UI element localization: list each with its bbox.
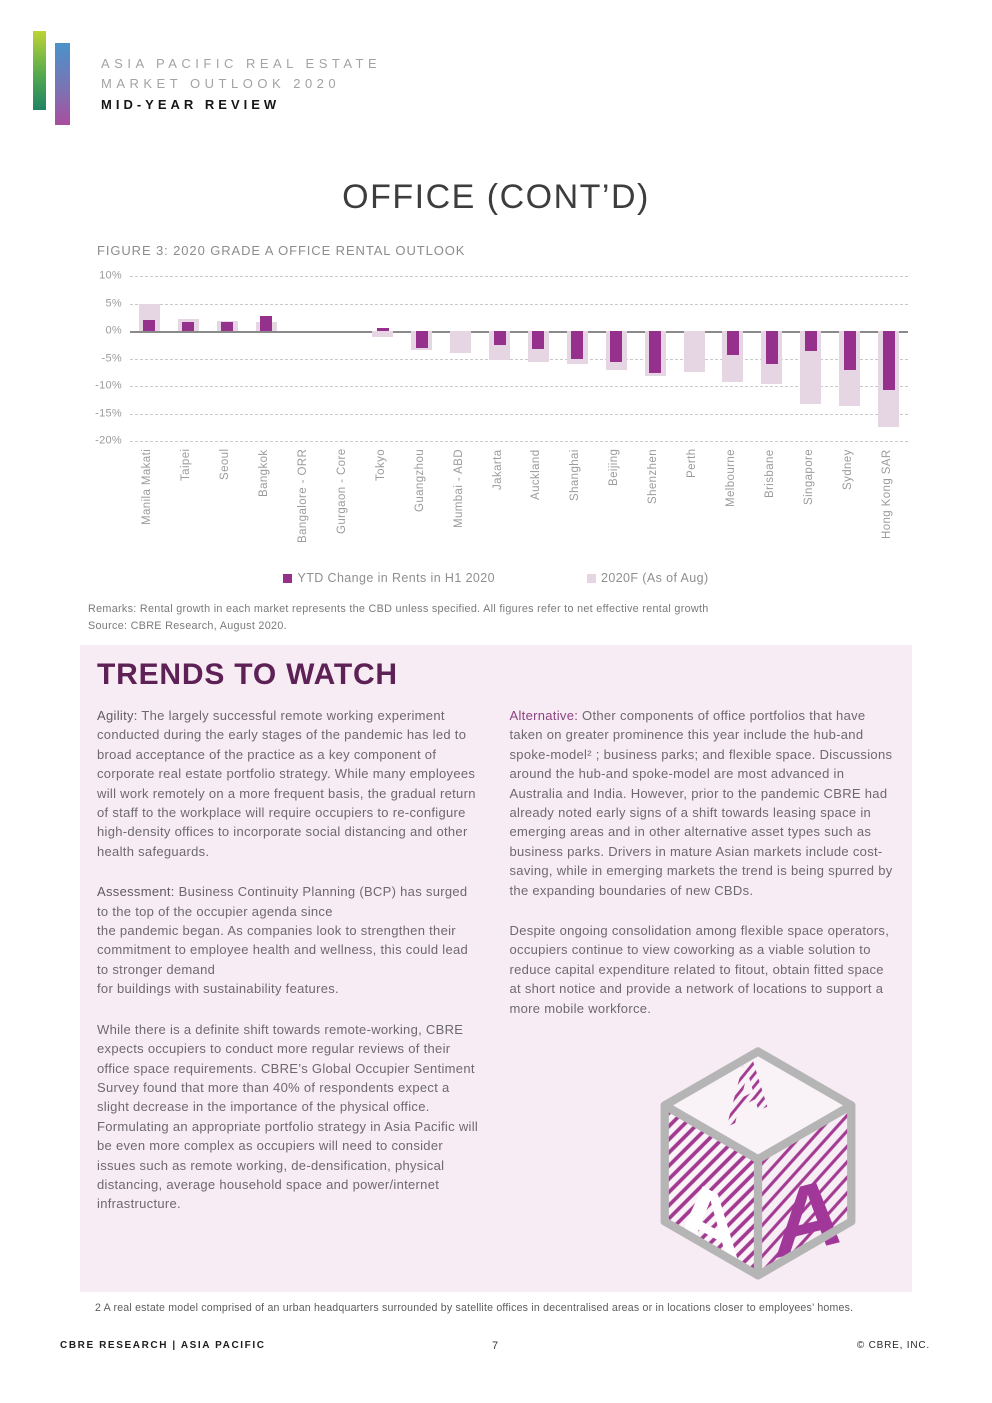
x-axis-category-label: Jakarta (491, 449, 504, 490)
paragraph-lead-label: Assessment: (97, 884, 179, 900)
x-axis-category-label: Perth (686, 449, 699, 479)
x-axis-category-label: Tokyo (374, 449, 387, 482)
x-axis-category-label: Auckland (530, 449, 543, 500)
x-axis-category-label: Manila Makati (141, 449, 154, 526)
page-title: OFFICE (CONT’D) (342, 178, 650, 216)
bar-2020-forecast (450, 331, 472, 353)
bar-ytd-change (610, 331, 623, 362)
brand-line-1: ASIA PACIFIC REAL ESTATE (101, 56, 382, 71)
y-axis-tick-label: -10% (95, 379, 122, 392)
x-axis-category-label: Bangkok (258, 449, 271, 497)
bar-ytd-change (493, 331, 506, 345)
bar-ytd-change (182, 321, 195, 331)
figure-caption: FIGURE 3: 2020 GRADE A OFFICE RENTAL OUT… (97, 243, 466, 258)
x-axis-category-label: Shenzhen (647, 449, 660, 504)
bar-ytd-change (532, 331, 545, 349)
paragraph-lead-label: Agility: (97, 708, 142, 723)
figure-source: Source: CBRE Research, August 2020. (88, 620, 287, 632)
paragraph-lead-label: Alternative: (509, 708, 583, 723)
figure-remarks: Remarks: Rental growth in each market re… (88, 603, 709, 615)
trends-paragraph: Agility: The largely successful remote w… (97, 708, 476, 859)
page-number: 7 (491, 1339, 499, 1352)
legend-swatch (283, 573, 293, 583)
cbre-outlook-logo (33, 30, 83, 130)
trends-heading: TRENDS TO WATCH (97, 658, 398, 691)
bar-ytd-change (260, 315, 273, 331)
zero-axis-line (130, 331, 908, 333)
trends-paragraph: Assessment: Business Continuity Planning… (97, 884, 469, 997)
x-axis-category-label: Brisbane (763, 449, 776, 498)
y-axis-tick-label: -5% (101, 351, 122, 364)
legend-item: YTD Change in Rents in H1 2020 (283, 571, 495, 585)
x-axis-category-label: Taipei (180, 449, 193, 482)
bar-ytd-change (843, 331, 856, 370)
report-header: ASIA PACIFIC REAL ESTATE MARKET OUTLOOK … (33, 30, 381, 130)
gridline (130, 441, 908, 442)
x-axis-category-label: Guangzhou (413, 449, 426, 513)
trends-columns: Agility: The largely successful remote w… (80, 692, 912, 1298)
x-axis-category-label: Melbourne (724, 449, 737, 507)
gridline (130, 303, 908, 305)
bar-ytd-change (221, 321, 234, 331)
gridline (130, 413, 908, 415)
x-axis-category-label: Gurgaon - Core (335, 449, 348, 535)
x-axis-category-label: Mumbai - ABD (452, 449, 465, 528)
logo-blue-bar (55, 43, 70, 125)
bar-ytd-change (143, 320, 156, 331)
x-axis-category-label: Sydney (841, 449, 854, 490)
x-axis-category-label: Hong Kong SAR (880, 449, 893, 539)
x-axis-category-label: Bangalore - ORR (297, 449, 310, 544)
trends-left-column: Agility: The largely successful remote w… (97, 706, 482, 1298)
cube-graphic-container: A A A (644, 1037, 872, 1298)
gridline (130, 358, 908, 360)
brand-line-3: MID-YEAR REVIEW (101, 97, 281, 112)
trends-to-watch-section: TRENDS TO WATCH Agility: The largely suc… (80, 645, 912, 1292)
bar-ytd-change (726, 331, 739, 356)
y-axis-tick-label: -20% (95, 434, 122, 447)
trends-paragraph: Despite ongoing consolidation among flex… (509, 923, 890, 1016)
y-axis-tick-label: 10% (99, 269, 122, 282)
chart-legend: YTD Change in Rents in H1 2020 2020F (As … (0, 571, 992, 585)
gridline (130, 386, 908, 387)
figure-notes: Remarks: Rental growth in each market re… (88, 601, 848, 635)
letter-a-cube-graphic: A A A (660, 1037, 856, 1289)
x-axis-category-label: Singapore (802, 449, 815, 506)
y-axis-tick-label: -15% (95, 406, 122, 419)
footnote: 2 A real estate model comprised of an ur… (95, 1302, 854, 1314)
logo-green-bar (33, 31, 46, 110)
legend-item: 2020F (As of Aug) (586, 571, 709, 585)
legend-label: 2020F (As of Aug) (600, 571, 709, 585)
trends-paragraph: Alternative: Other components of office … (509, 708, 893, 898)
gridline (130, 276, 908, 277)
chart-x-axis-labels: Manila Makati Taipei Seoul Bangkok Bangalore… (130, 449, 908, 567)
bar-ytd-change (415, 331, 428, 349)
brand-text: ASIA PACIFIC REAL ESTATE MARKET OUTLOOK … (101, 30, 381, 130)
bar-ytd-change (571, 331, 584, 360)
bar-ytd-change (882, 331, 895, 391)
y-axis-tick-label: 0% (105, 324, 122, 337)
trends-paragraph: While there is a definite shift towards … (97, 1021, 479, 1212)
bar-ytd-change (804, 331, 817, 351)
footer-left-text: CBRE RESEARCH | ASIA PACIFIC (60, 1340, 266, 1351)
x-axis-category-label: Beijing (608, 449, 621, 487)
x-axis-category-label: Seoul (219, 449, 232, 481)
legend-label: YTD Change in Rents in H1 2020 (297, 571, 495, 585)
bar-2020-forecast (372, 331, 394, 337)
rental-outlook-chart: 10% 5% 0% -5% -10% -15% -20% (95, 269, 908, 446)
footer-copyright: © CBRE, INC. (856, 1340, 930, 1351)
bar-ytd-change (765, 331, 778, 364)
brand-line-2: MARKET OUTLOOK 2020 (101, 76, 341, 91)
y-axis-tick-label: 5% (105, 296, 122, 309)
trends-right-column: Alternative: Other components of office … (510, 706, 895, 1298)
bar-2020-forecast (683, 331, 705, 373)
legend-swatch (586, 573, 596, 583)
bar-ytd-change (376, 328, 389, 331)
page-footer: CBRE RESEARCH | ASIA PACIFIC 7 © CBRE, I… (60, 1339, 930, 1352)
x-axis-category-label: Shanghai (569, 449, 582, 501)
bar-ytd-change (649, 331, 662, 373)
